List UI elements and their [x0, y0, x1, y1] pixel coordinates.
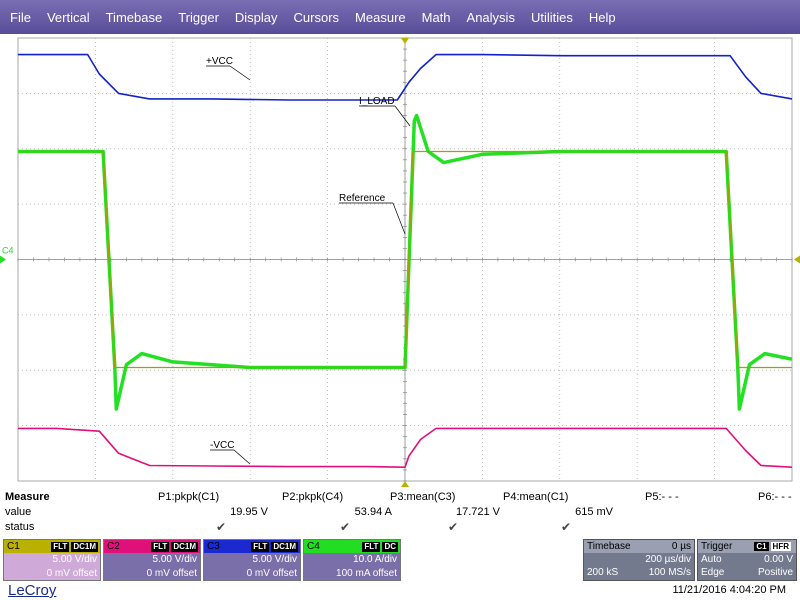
label-plus-vcc-leader	[229, 65, 251, 81]
channel-offset: 0 mV offset	[146, 568, 197, 579]
label-reference: Reference	[339, 193, 386, 204]
measure-heading: Measure	[5, 491, 50, 503]
channel-name: C1	[7, 541, 20, 552]
channel-descriptor-c3[interactable]: C3 FLT DC1M 5.00 V/div 0 mV offset	[203, 539, 301, 581]
trace-reference	[18, 150, 792, 369]
param-name-3[interactable]: P3:mean(C3)	[390, 491, 456, 503]
param-name-5[interactable]: P5:- - -	[645, 491, 679, 503]
label-plus-vcc: +VCC	[206, 56, 233, 67]
menu-help[interactable]: Help	[588, 9, 616, 25]
value-row-label: value	[5, 506, 32, 518]
trigger-time-marker-top	[401, 38, 409, 44]
timebase-descriptor[interactable]: Timebase 0 µs 200 µs/div 200 kS 100 MS/s	[583, 539, 695, 581]
param-name-2[interactable]: P2:pkpk(C4)	[282, 491, 344, 503]
measure-panel: Measure value status P1:pkpk(C1) 19.95 V ✔…	[0, 488, 800, 538]
trigger-mode: Auto	[701, 554, 722, 565]
param-status-1: ✔	[216, 520, 227, 534]
channel-tag: FLT	[51, 541, 70, 552]
channel-descriptor-c1[interactable]: C1 FLT DC1M 5.00 V/div 0 mV offset	[3, 539, 101, 581]
menu-math[interactable]: Math	[421, 9, 451, 25]
param-status-4: ✔	[561, 520, 572, 534]
menu-display[interactable]: Display	[234, 9, 278, 25]
channel-tag: FLT	[151, 541, 170, 552]
param-value-4: 615 mV	[575, 506, 613, 518]
trigger-descriptor[interactable]: Trigger C1 HFR Auto 0.00 V Edge Positive	[697, 539, 797, 581]
menu-trigger[interactable]: Trigger	[178, 9, 219, 25]
timebase-delay: 0 µs	[671, 541, 691, 552]
param-status-2: ✔	[340, 520, 351, 534]
param-name-4[interactable]: P4:mean(C1)	[503, 491, 569, 503]
label-i-load-leader	[394, 105, 411, 127]
trigger-source-tag: C1	[754, 542, 769, 551]
trigger-level-marker	[794, 255, 800, 264]
waveform-grid: +VCC I_LOAD Reference -VCC C4	[0, 37, 800, 487]
param-value-3: 17.721 V	[455, 506, 500, 518]
channel-tag: DC1M	[271, 541, 298, 552]
channel-offset: 0 mV offset	[46, 568, 97, 579]
menu-bar: File Vertical Timebase Trigger Display Cursor…	[0, 0, 800, 34]
menu-utilities[interactable]: Utilities	[530, 9, 573, 25]
trace-plus-vcc	[18, 53, 793, 101]
channel-tag: DC1M	[71, 541, 98, 552]
menu-timebase[interactable]: Timebase	[105, 9, 163, 25]
menu-vertical[interactable]: Vertical	[46, 9, 90, 25]
trigger-time-marker-bottom	[401, 481, 409, 487]
channel-level-label: C4	[2, 246, 14, 256]
timebase-title: Timebase	[587, 541, 631, 552]
channel-offset: 100 mA offset	[336, 568, 397, 579]
menu-file[interactable]: File	[10, 9, 31, 25]
param-value-1: 19.95 V	[230, 506, 268, 518]
channel-tag: DC1M	[171, 541, 198, 552]
channel-tag: FLT	[251, 541, 270, 552]
channel-scale: 5.00 V/div	[152, 554, 197, 565]
channel-descriptor-c2[interactable]: C2 FLT DC1M 5.00 V/div 0 mV offset	[103, 539, 201, 581]
menu-analysis[interactable]: Analysis	[466, 9, 515, 25]
channel-tag: DC	[382, 541, 398, 552]
channel-descriptor-panel: C1 FLT DC1M 5.00 V/div 0 mV offset C2 FLT DC1M 5…	[0, 538, 800, 582]
trigger-slope: Positive	[757, 567, 793, 578]
trace-i-load	[18, 113, 793, 411]
channel-level-marker	[0, 255, 6, 264]
trace-minus-vcc	[18, 427, 793, 468]
label-reference-leader	[392, 202, 406, 235]
channel-name: C4	[307, 541, 320, 552]
status-row-label: status	[5, 521, 35, 533]
lecroy-logo: LeCroy	[8, 582, 57, 599]
label-i-load: I_LOAD	[359, 96, 395, 107]
channel-name: C3	[207, 541, 220, 552]
trigger-type: Edge	[701, 567, 725, 578]
channel-scale: 5.00 V/div	[252, 554, 297, 565]
menu-cursors[interactable]: Cursors	[293, 9, 340, 25]
menu-measure[interactable]: Measure	[355, 9, 406, 25]
label-minus-vcc: -VCC	[210, 440, 234, 451]
timebase-rate: 100 MS/s	[648, 567, 691, 578]
channel-name: C2	[107, 541, 120, 552]
channel-descriptor-c4[interactable]: C4 FLT DC 10.0 A/div 100 mA offset	[303, 539, 401, 581]
trigger-level: 0.00 V	[764, 554, 793, 565]
status-footer: LeCroy 11/21/2016 4:04:20 PM	[0, 582, 800, 600]
trigger-title: Trigger	[701, 541, 733, 552]
timebase-samples: 200 kS	[587, 567, 619, 578]
param-status-3: ✔	[448, 520, 459, 534]
channel-scale: 10.0 A/div	[353, 554, 397, 565]
channel-scale: 5.00 V/div	[52, 554, 97, 565]
channel-offset: 0 mV offset	[246, 568, 297, 579]
channel-tag: FLT	[362, 541, 381, 552]
param-value-2: 53.94 A	[354, 506, 392, 518]
label-minus-vcc-leader	[233, 449, 251, 465]
waveform-display[interactable]: +VCC I_LOAD Reference -VCC C4	[0, 34, 800, 488]
date-time: 11/21/2016 4:04:20 PM	[672, 584, 786, 596]
timebase-per-div: 200 µs/div	[645, 554, 691, 565]
param-name-6[interactable]: P6:- - -	[758, 491, 792, 503]
param-name-1[interactable]: P1:pkpk(C1)	[158, 491, 220, 503]
trigger-coupling-tag: HFR	[770, 542, 791, 551]
